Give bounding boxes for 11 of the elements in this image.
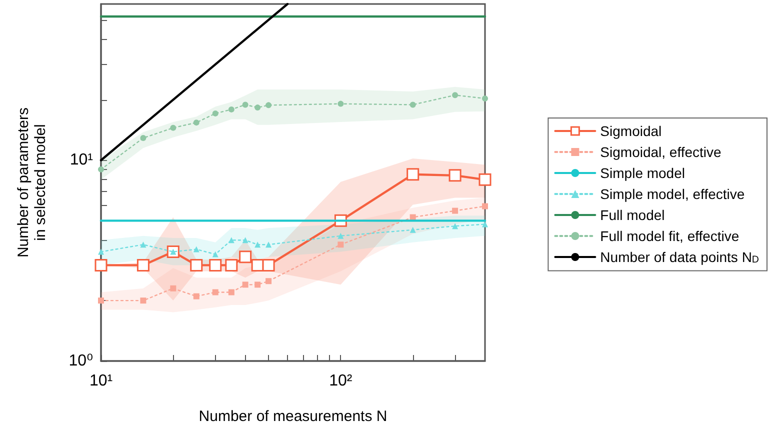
x-tick-label: 10² <box>329 372 353 390</box>
x-axis-title: Number of measurements N <box>198 408 388 425</box>
legend-label: Full model fit, effective <box>600 228 740 244</box>
legend-label: Simple model, effective <box>600 186 745 202</box>
legend-label: Sigmoidal <box>600 123 662 139</box>
y-tick-label: 10⁰ <box>68 352 93 370</box>
legend-label: Number of data points ND <box>600 249 760 266</box>
y-axis-title: Number of parameters in selected model <box>15 107 49 258</box>
legend-label: Simple model <box>600 165 686 181</box>
legend-label: Full model <box>600 207 665 223</box>
legend-label: Sigmoidal, effective <box>600 144 722 160</box>
